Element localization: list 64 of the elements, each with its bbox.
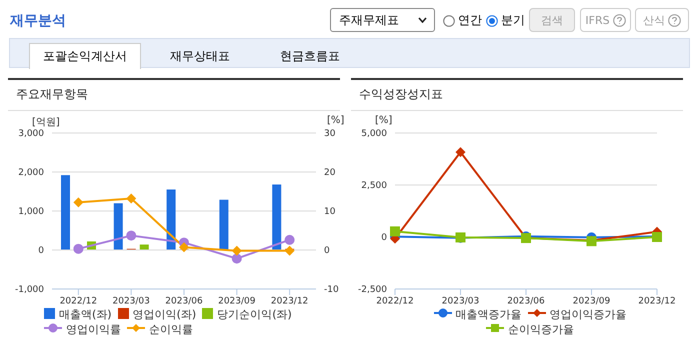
text: 재무상태표	[169, 48, 231, 65]
x-tick-label: 2023/03	[112, 296, 150, 306]
chart-title: 수익성장성지표	[351, 78, 683, 111]
point	[73, 244, 84, 254]
x-tick-label: 2023/09	[218, 296, 256, 306]
legend-label: 영업이익률	[65, 322, 121, 337]
y-tick-label: 0	[381, 233, 388, 244]
y-axis-title: [%]	[375, 115, 392, 126]
y2-tick-label: 10	[324, 207, 336, 218]
point	[126, 230, 136, 241]
point	[179, 242, 189, 252]
text: 재무분석	[10, 12, 66, 30]
legend-label: 순이익률	[148, 322, 193, 337]
text: 현금흐름표	[279, 48, 341, 65]
point	[456, 147, 466, 158]
y-tick-label: 0	[38, 246, 44, 256]
y-tick-label: 3,000	[18, 129, 44, 140]
legend-label: 매출액(좌)	[58, 307, 112, 322]
legend-label: 매출액증가율	[454, 307, 522, 322]
bar	[272, 184, 282, 250]
bar	[61, 175, 70, 250]
text: IFRS	[580, 8, 631, 32]
text: 주재무제표	[330, 8, 435, 32]
text: 연간	[457, 12, 482, 29]
point	[73, 197, 84, 208]
y-tick-label: -2,500	[358, 285, 388, 296]
y-tick-label: 2,500	[361, 181, 388, 192]
y-tick-label: 2,000	[18, 168, 44, 178]
x-tick-label: 2022/12	[60, 296, 98, 306]
point	[126, 194, 136, 204]
x-tick-label: 2023/12	[270, 296, 308, 306]
bar	[140, 244, 149, 250]
point	[390, 226, 400, 236]
bar	[114, 203, 123, 250]
legend-label: 영업이익증가율	[548, 307, 626, 322]
text: 산식	[635, 8, 689, 32]
x-tick-label: 2023/12	[638, 296, 676, 306]
y2-tick-label: -10	[324, 285, 339, 296]
text: 포괄손익계산서	[29, 43, 141, 69]
y-tick-label: -1,000	[14, 285, 44, 296]
text: 분기	[500, 12, 525, 29]
x-tick-label: 2023/09	[572, 296, 610, 306]
x-tick-label: 2023/06	[507, 296, 545, 306]
x-tick-label: 2023/06	[165, 296, 203, 306]
bar	[166, 190, 176, 250]
point	[284, 246, 295, 256]
legend-label: 당기순이익(좌)	[216, 307, 292, 322]
bar	[219, 200, 228, 250]
legend-label: 순이익증가율	[507, 322, 574, 337]
y2-axis-title: [%]	[327, 115, 344, 126]
x-tick-label: 2022/12	[376, 296, 414, 306]
point	[284, 234, 295, 245]
y2-tick-label: 20	[324, 168, 336, 178]
chart-title: 주요재무항목	[8, 78, 340, 111]
y2-tick-label: 30	[324, 129, 336, 140]
point	[232, 254, 242, 264]
legend-label: 영업이익(좌)	[132, 307, 196, 322]
y-axis-title: [억원]	[32, 116, 60, 129]
y-tick-label: 1,000	[18, 207, 44, 218]
point	[232, 246, 242, 256]
text: 검색	[529, 8, 575, 32]
y-tick-label: 5,000	[361, 129, 388, 140]
x-tick-label: 2023/03	[442, 296, 480, 306]
y2-tick-label: 0	[324, 246, 330, 256]
